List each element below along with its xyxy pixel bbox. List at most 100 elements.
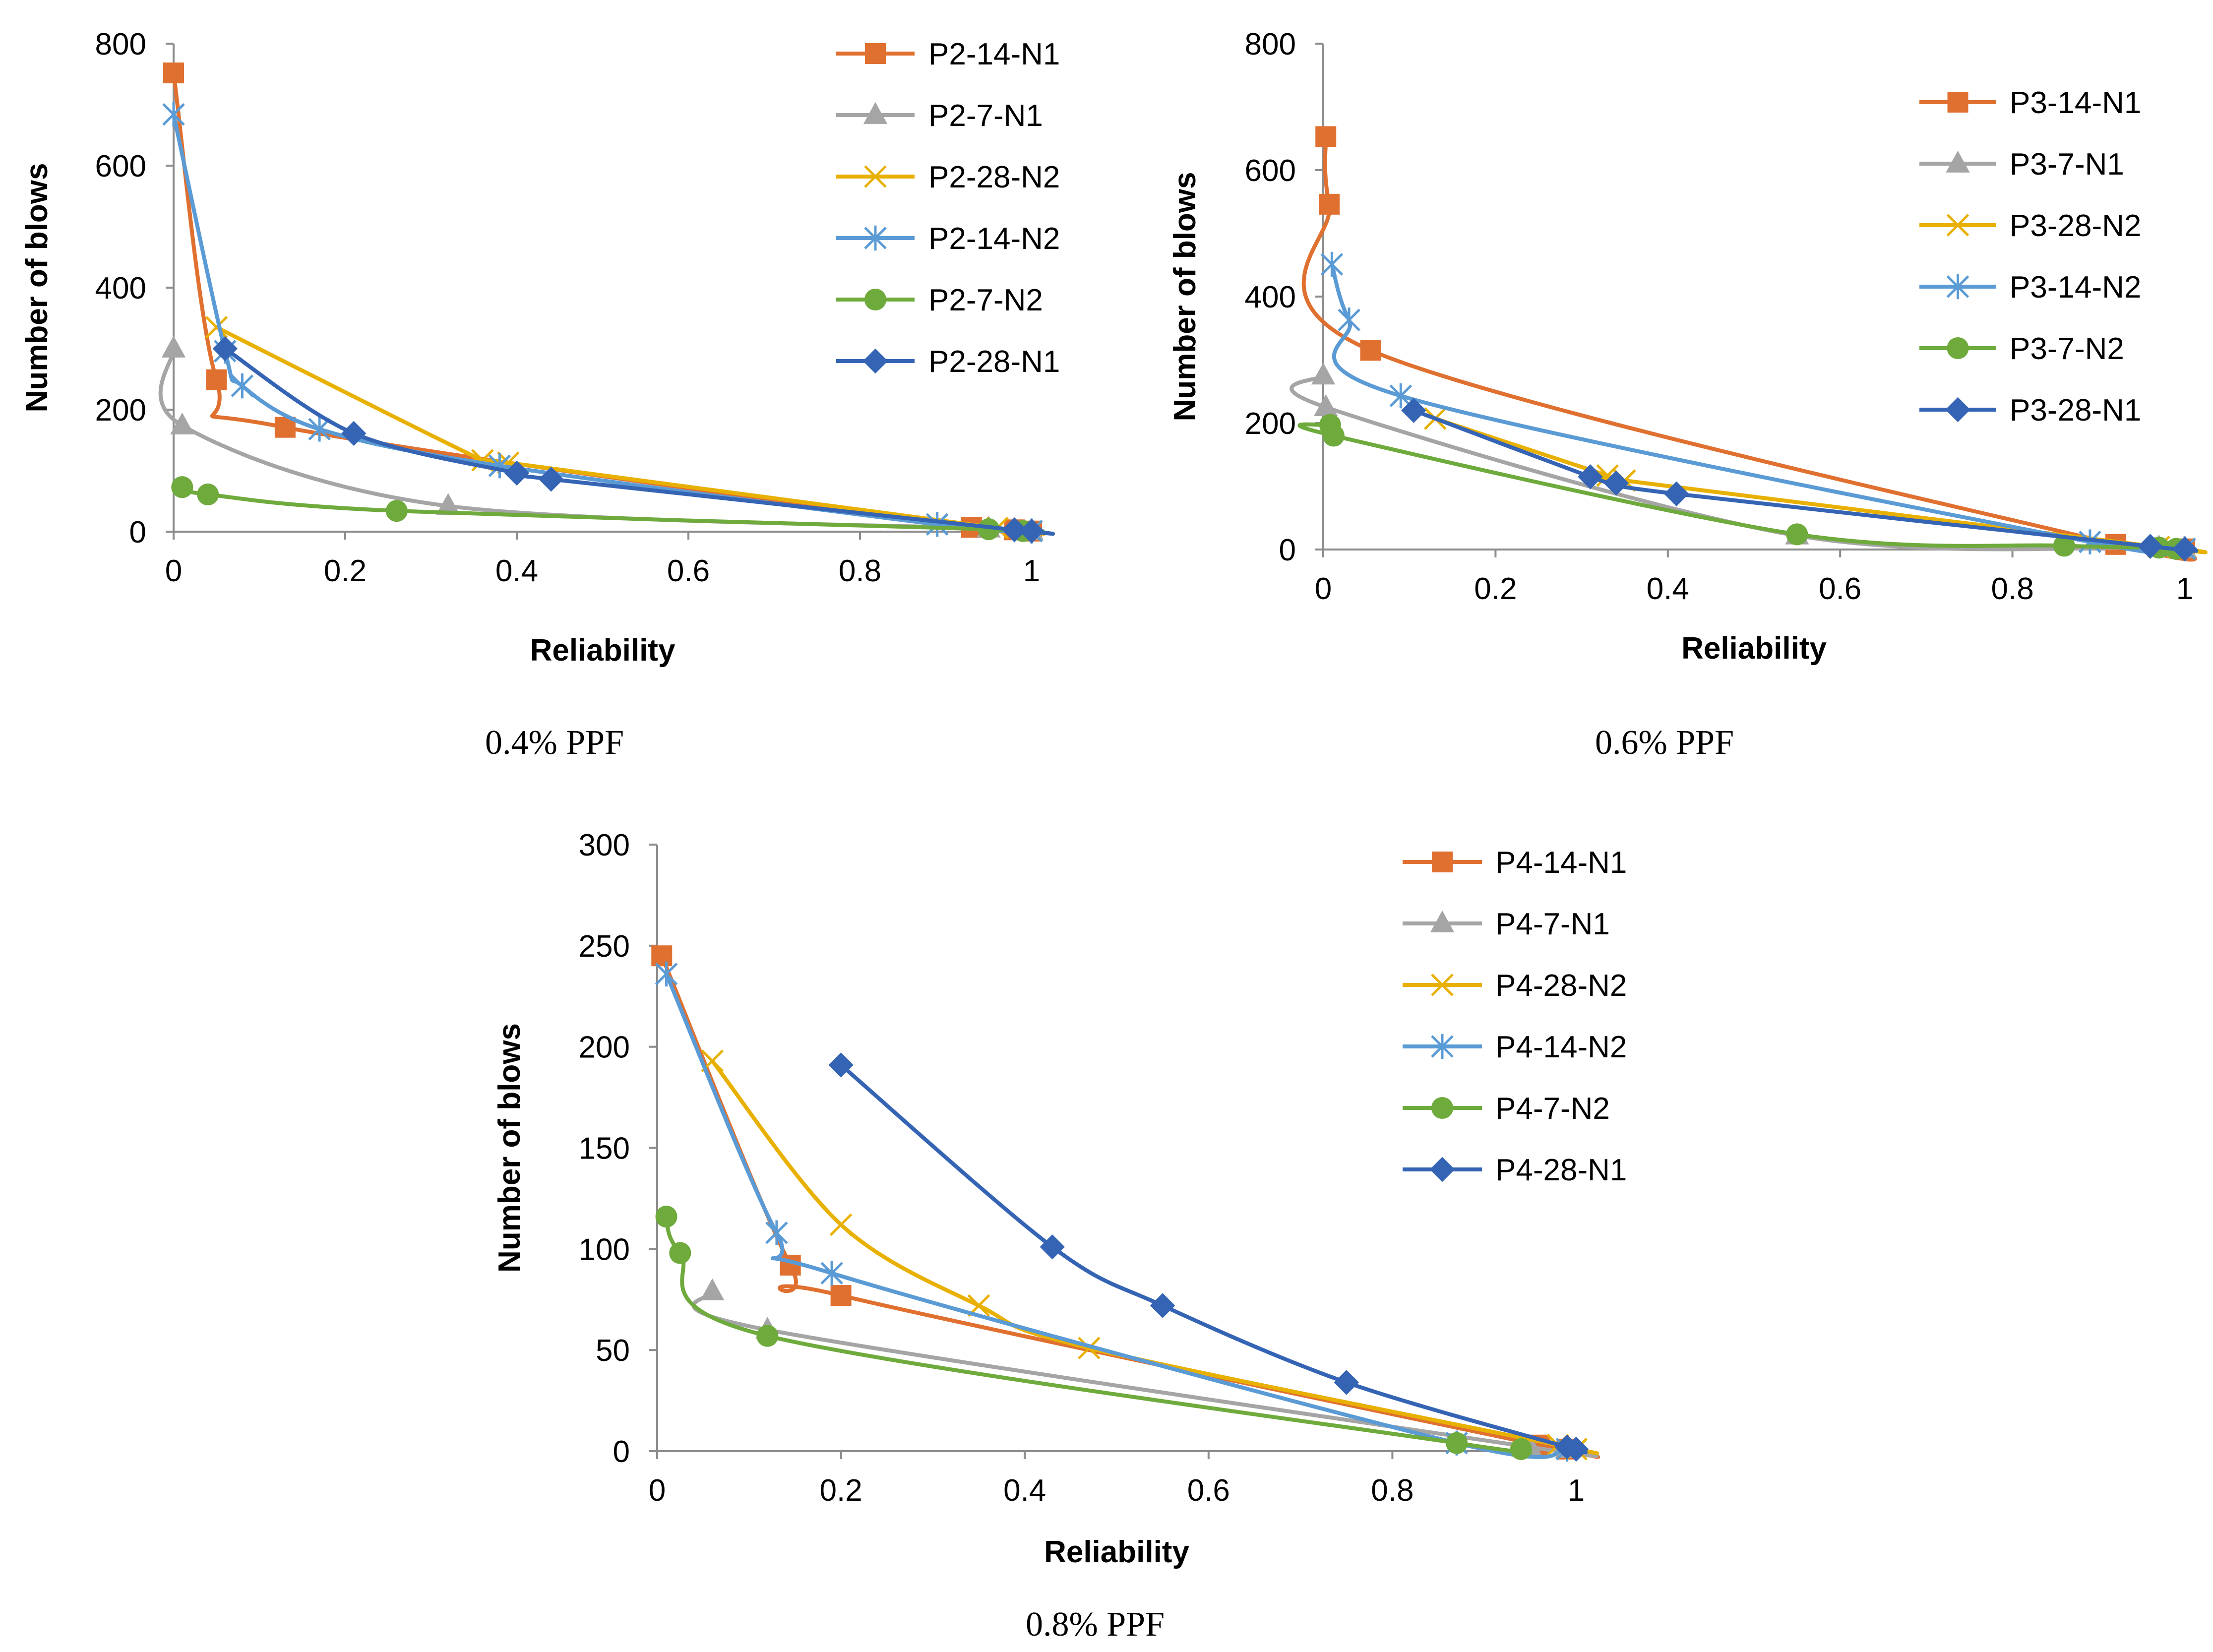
legend-entry-P4-7-N1: P4-7-N1 (1403, 907, 1610, 941)
legend-entry-P4-7-N2: P4-7-N2 (1403, 1092, 1610, 1126)
data-point-P2-7-N2 (978, 518, 1000, 541)
legend-label: P4-7-N2 (1495, 1092, 1610, 1126)
y-tick-label: 200 (1245, 407, 1296, 441)
data-point-P3-28-N1 (2138, 534, 2163, 559)
legend-label: P2-7-N2 (928, 283, 1043, 317)
legend-marker (1946, 214, 1969, 237)
legend-marker (863, 102, 888, 124)
x-tick-label: 0.4 (1003, 1473, 1046, 1508)
data-point-P3-28-N1 (2172, 536, 2198, 561)
data-point-P3-7-N2 (1786, 523, 1808, 546)
y-tick-label: 150 (579, 1132, 630, 1166)
data-point-P3-28-N1 (1401, 398, 1426, 423)
legend-marker (864, 288, 887, 311)
legend-entry-P3-28-N1: P3-28-N1 (1919, 393, 2141, 428)
y-tick-label: 600 (1245, 154, 1296, 188)
data-point-P3-14-N2 (1338, 307, 1360, 333)
legend-entry-P2-28-N2: P2-28-N2 (836, 160, 1060, 194)
x-tick-label: 0.8 (1371, 1473, 1414, 1508)
x-axis-title: Reliability (1044, 1535, 1189, 1569)
data-point-P2-28-N1 (504, 460, 530, 486)
x-axis-title: Reliability (1681, 631, 1827, 666)
legend-label: P3-28-N2 (2010, 209, 2141, 243)
data-point-P3-14-N2 (1389, 383, 1413, 409)
legend-label: P3-14-N1 (2010, 86, 2141, 120)
x-tick-label: 0.8 (1991, 572, 2033, 606)
data-point-P3-14-N1 (1319, 193, 1340, 215)
data-point-P4-7-N2 (1510, 1438, 1532, 1460)
data-point-P3-14-N2 (2079, 529, 2101, 554)
legend-entry-P3-14-N1: P3-14-N1 (1919, 86, 2141, 120)
series-line-P4-14-N1 (660, 954, 1600, 1459)
x-tick-label: 0 (649, 1473, 666, 1508)
data-point-P2-28-N1 (1002, 517, 1027, 543)
data-point-P4-7-N2 (655, 1206, 677, 1228)
data-point-P4-7-N2 (756, 1325, 779, 1347)
series-P4-7-N1 (691, 1278, 1599, 1458)
legend-label: P2-14-N1 (928, 37, 1060, 71)
data-point-P2-28-N1 (1019, 518, 1045, 544)
data-point-P3-14-N1 (1315, 126, 1337, 147)
data-point-P4-28-N1 (828, 1052, 854, 1078)
legend-entry-P2-7-N1: P2-7-N1 (836, 99, 1043, 133)
x-tick-label: 0.8 (839, 554, 881, 588)
series-line-P2-14-N1 (172, 71, 1037, 538)
data-point-P3-28-N1 (1578, 464, 1603, 489)
legend: P4-14-N1 P4-7-N1 P4-28-N2 P4-14-N2 P4-7-N2 P4… (1403, 846, 1627, 1187)
legend-entry-P4-14-N1: P4-14-N1 (1403, 846, 1627, 880)
y-tick-label: 800 (95, 27, 146, 61)
x-tick-label: 0.2 (819, 1473, 862, 1508)
data-point-P2-28-N1 (212, 336, 238, 362)
x-tick-label: 1 (1023, 554, 1040, 588)
legend-entry-P3-7-N1: P3-7-N1 (1919, 147, 2124, 182)
series-line-P4-28-N1 (839, 1063, 1588, 1455)
legend-marker (1945, 397, 1970, 423)
series-P2-14-N1 (163, 62, 1042, 542)
legend-marker (865, 43, 886, 64)
y-axis-title: Number of blows (1168, 172, 1202, 422)
y-tick-label: 400 (1245, 280, 1296, 314)
legend-marker (1429, 1157, 1455, 1182)
x-tick-label: 0.2 (324, 554, 367, 588)
legend-marker (1947, 337, 1969, 360)
data-point-P3-28-N1 (1603, 470, 1629, 496)
x-tick-label: 0.4 (495, 554, 538, 588)
data-point-P4-14-N1 (651, 945, 673, 967)
data-point-P2-14-N2 (231, 373, 254, 399)
data-point-P2-7-N2 (171, 476, 193, 498)
data-point-P2-28-N2 (205, 316, 228, 339)
legend: P2-14-N1 P2-7-N1 P2-28-N2 P2-14-N2 P2-7-N2 P2… (836, 37, 1060, 379)
legend-marker (862, 348, 888, 374)
data-point-P4-7-N1 (700, 1278, 725, 1300)
y-tick-label: 400 (95, 271, 146, 306)
chart-caption: 0.6% PPF (1595, 724, 1734, 762)
data-point-P4-28-N1 (1040, 1234, 1065, 1260)
series-P3-7-N2 (1297, 414, 2187, 560)
data-point-P2-7-N1 (161, 335, 186, 358)
data-point-P2-7-N2 (197, 483, 219, 506)
data-point-P3-14-N2 (1320, 251, 1344, 277)
data-point-P3-7-N2 (2053, 535, 2075, 557)
y-axis-title: Number of blows (20, 163, 54, 413)
series-P4-28-N1 (828, 1052, 1589, 1462)
legend-label: P2-7-N1 (928, 99, 1043, 133)
legend-entry-P2-14-N2: P2-14-N2 (836, 222, 1060, 256)
legend-entry-P4-14-N2: P4-14-N2 (1403, 1030, 1627, 1064)
data-point-P2-14-N1 (163, 62, 184, 84)
legend-entry-P2-7-N2: P2-7-N2 (836, 283, 1043, 317)
legend-entry-P2-14-N1: P2-14-N1 (836, 37, 1060, 71)
series-P4-14-N1 (651, 945, 1600, 1460)
x-tick-label: 0.6 (1187, 1473, 1230, 1508)
legend-entry-P3-14-N2: P3-14-N2 (1919, 270, 2141, 305)
data-point-P2-14-N2 (308, 417, 331, 442)
data-point-P2-28-N1 (539, 467, 564, 492)
data-point-P3-14-N1 (1360, 340, 1381, 361)
legend-label: P3-7-N2 (2010, 332, 2124, 366)
legend-marker (864, 225, 887, 251)
data-point-P4-14-N1 (830, 1285, 852, 1306)
data-point-P4-7-N2 (1446, 1432, 1468, 1454)
legend-marker (1946, 150, 1970, 173)
data-point-P2-28-N1 (341, 421, 367, 446)
x-tick-label: 0.4 (1647, 572, 1689, 606)
y-tick-label: 200 (579, 1031, 630, 1065)
